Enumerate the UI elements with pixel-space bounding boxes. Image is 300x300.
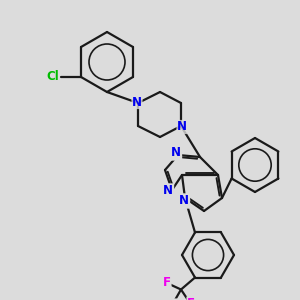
Text: F: F: [169, 299, 177, 300]
Text: N: N: [132, 95, 142, 109]
Text: N: N: [163, 184, 173, 197]
Text: F: F: [187, 297, 195, 300]
Text: N: N: [171, 146, 181, 160]
Text: Cl: Cl: [46, 70, 59, 83]
Text: F: F: [163, 276, 171, 289]
Text: N: N: [179, 194, 189, 208]
Text: N: N: [177, 121, 187, 134]
